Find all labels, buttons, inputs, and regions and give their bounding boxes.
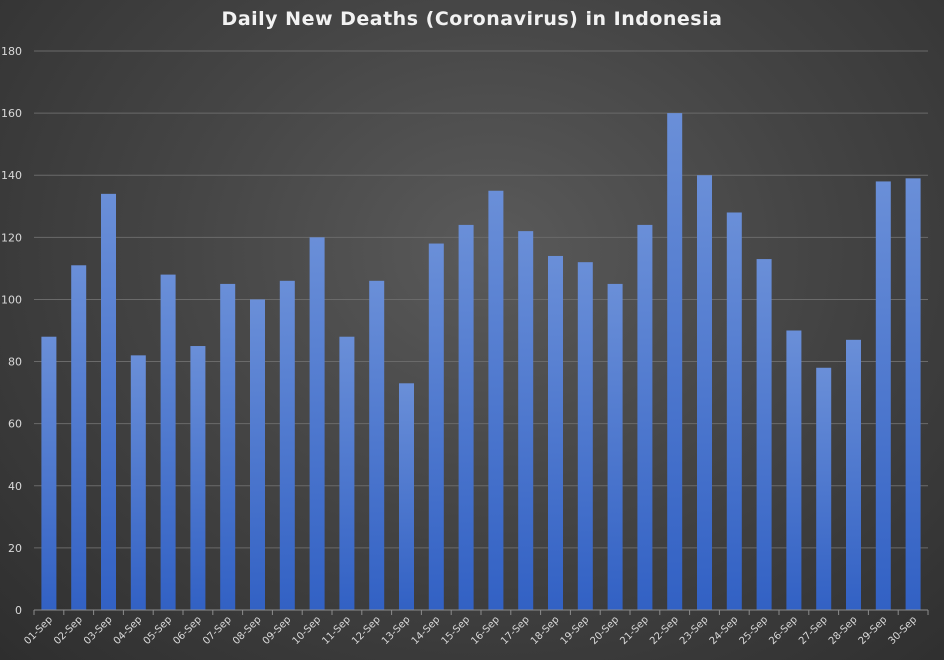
bar-22-Sep: [667, 113, 683, 610]
y-tick-label: 0: [15, 604, 22, 617]
x-tick-label: 07-Sep: [201, 614, 234, 647]
x-tick-label: 29-Sep: [857, 614, 890, 647]
bar-07-Sep: [220, 283, 236, 610]
x-tick-label: 04-Sep: [112, 614, 145, 647]
bar-12-Sep: [369, 280, 385, 610]
bar-13-Sep: [399, 383, 414, 610]
bar-30-Sep: [905, 178, 921, 611]
bar-08-Sep: [250, 299, 265, 610]
bar-28-Sep: [846, 339, 861, 610]
bar-03-Sep: [101, 193, 116, 610]
x-tick-label: 09-Sep: [261, 614, 294, 647]
x-tick-label: 25-Sep: [738, 614, 771, 647]
x-tick-label: 10-Sep: [291, 614, 324, 647]
gridlines: [34, 50, 928, 549]
y-tick-label: 40: [8, 480, 22, 493]
x-tick-label: 30-Sep: [887, 614, 920, 647]
x-tick-label: 11-Sep: [320, 614, 353, 647]
bar-24-Sep: [726, 212, 742, 610]
x-tick-label: 23-Sep: [678, 614, 711, 647]
x-tick-label: 19-Sep: [559, 614, 592, 647]
x-tick-label: 03-Sep: [82, 614, 115, 647]
chart-title: Daily New Deaths (Coronavirus) in Indone…: [221, 8, 723, 30]
x-tick-label: 27-Sep: [797, 614, 830, 647]
bar-16-Sep: [488, 190, 504, 610]
bar-20-Sep: [607, 283, 623, 610]
x-tick-label: 17-Sep: [499, 614, 532, 647]
x-tick-label: 12-Sep: [350, 614, 383, 647]
bar-27-Sep: [816, 367, 832, 610]
bar-05-Sep: [160, 274, 176, 610]
x-tick-label: 24-Sep: [708, 614, 741, 647]
x-tick-label: 08-Sep: [231, 614, 264, 647]
x-tick-label: 18-Sep: [529, 614, 562, 647]
bar-02-Sep: [71, 265, 87, 610]
x-tick-label: 16-Sep: [469, 614, 502, 647]
y-tick-label: 100: [1, 293, 22, 306]
bar-14-Sep: [428, 243, 444, 611]
x-tick-label: 14-Sep: [410, 614, 443, 647]
x-tick-label: 05-Sep: [142, 614, 175, 647]
y-tick-label: 60: [8, 418, 22, 431]
y-tick-label: 160: [1, 107, 22, 120]
y-tick-label: 80: [8, 356, 22, 369]
y-tick-label: 180: [1, 45, 22, 58]
bar-15-Sep: [458, 224, 474, 610]
x-tick-label: 06-Sep: [171, 614, 204, 647]
x-tick-label: 22-Sep: [648, 614, 681, 647]
bar-10-Sep: [309, 237, 325, 611]
y-tick-label: 140: [1, 169, 22, 182]
bar-series: [41, 113, 921, 611]
bar-17-Sep: [518, 231, 534, 610]
bar-19-Sep: [577, 262, 593, 610]
bar-29-Sep: [875, 181, 891, 610]
x-tick-label: 15-Sep: [440, 614, 473, 647]
bar-18-Sep: [548, 255, 563, 610]
y-tick-label: 120: [1, 231, 22, 244]
bar-01-Sep: [41, 336, 57, 610]
bar-21-Sep: [637, 224, 653, 610]
bar-11-Sep: [339, 336, 355, 610]
x-tick-label: 26-Sep: [767, 614, 800, 647]
x-tick-label: 13-Sep: [380, 614, 413, 647]
x-tick-label: 21-Sep: [618, 614, 651, 647]
x-tick-label: 20-Sep: [589, 614, 622, 647]
bar-04-Sep: [130, 355, 146, 610]
x-tick-label: 01-Sep: [22, 614, 55, 647]
bar-06-Sep: [190, 346, 206, 610]
bar-23-Sep: [697, 175, 712, 610]
x-tick-label: 28-Sep: [827, 614, 860, 647]
x-tick-label: 02-Sep: [52, 614, 85, 647]
bar-26-Sep: [786, 330, 802, 610]
bar-09-Sep: [279, 280, 295, 610]
y-tick-label: 20: [8, 542, 22, 555]
bar-25-Sep: [756, 259, 772, 610]
